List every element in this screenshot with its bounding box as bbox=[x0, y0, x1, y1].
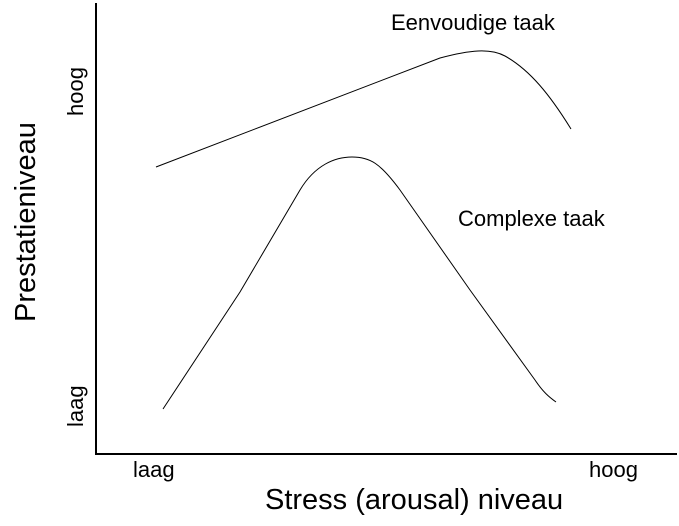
simple-task-curve bbox=[155, 50, 572, 168]
x-axis-low-label: laag bbox=[133, 457, 175, 482]
y-axis-title: Prestatieniveau bbox=[10, 122, 42, 322]
complex-task-label: Complexe taak bbox=[458, 206, 606, 231]
y-axis-low-label: laag bbox=[63, 385, 88, 427]
complex-task-curve bbox=[162, 156, 557, 410]
x-axis-title: Stress (arousal) niveau bbox=[265, 484, 563, 516]
y-axis-high-label: hoog bbox=[63, 67, 88, 116]
simple-task-label: Eenvoudige taak bbox=[391, 10, 556, 35]
x-axis-high-label: hoog bbox=[589, 457, 638, 482]
